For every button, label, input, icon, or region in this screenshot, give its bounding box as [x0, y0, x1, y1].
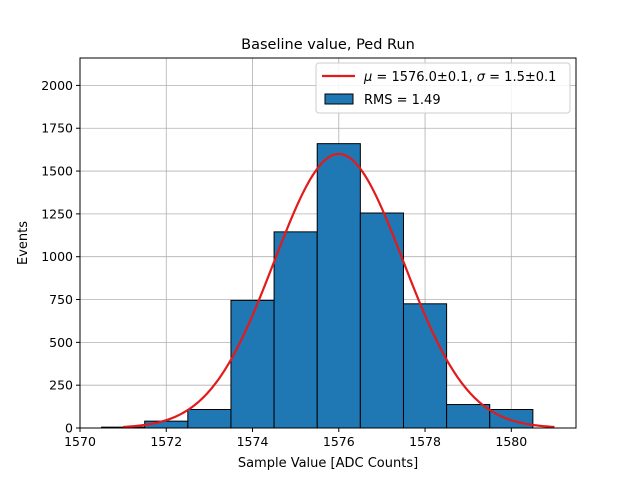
legend-box: [315, 62, 571, 114]
legend-mu-symbol: μ: [363, 70, 372, 85]
x-tick-label: 1578: [409, 434, 441, 449]
y-tick-label: 1000: [41, 249, 73, 264]
y-tick-label: 1750: [41, 121, 73, 136]
legend-histogram-swatch: [324, 93, 354, 105]
y-tick-label: 750: [49, 292, 73, 307]
legend-histogram-label: RMS = 1.49: [364, 93, 441, 108]
x-tick-label: 1570: [64, 434, 96, 449]
histogram-bar: [316, 143, 361, 429]
legend-sigma-value: = 1.5±0.1: [485, 70, 556, 85]
fit-curve-layer: [123, 152, 555, 429]
x-tick-label: 1576: [323, 434, 355, 449]
histogram-bar: [402, 303, 448, 429]
legend: μ = 1576.0±0.1, σ = 1.5±0.1 RMS = 1.49: [315, 62, 571, 114]
y-tick-label: 2000: [41, 78, 73, 93]
x-tick-label: 1574: [237, 434, 269, 449]
y-tick-label: 1500: [41, 164, 73, 179]
y-axis-ticks: 0 250 500 750 1000 1250 1500 1750 2000: [41, 78, 80, 436]
x-axis-ticks: 1570 1572 1574 1576 1578 1580: [64, 428, 527, 449]
histogram-bars: [101, 143, 534, 429]
x-tick-label: 1572: [150, 434, 182, 449]
legend-mu-value: = 1576.0±0.1,: [372, 70, 476, 85]
plot-frame: [79, 57, 577, 429]
histogram-bar: [446, 404, 491, 429]
y-tick-label: 0: [65, 421, 73, 436]
x-tick-label: 1580: [495, 434, 527, 449]
histogram-bar: [187, 409, 232, 429]
gaussian-fit-curve: [123, 152, 555, 429]
histogram-bar: [489, 409, 534, 429]
x-axis-label: Sample Value [ADC Counts]: [238, 456, 418, 471]
y-axis-label: Events: [16, 221, 31, 265]
legend-sigma-symbol: σ: [477, 70, 486, 85]
histogram-bar: [273, 231, 318, 429]
chart-title: Baseline value, Ped Run: [241, 37, 415, 53]
histogram-bar: [230, 299, 275, 429]
legend-fit-label: μ = 1576.0±0.1, σ = 1.5±0.1: [363, 70, 556, 85]
y-tick-label: 1250: [41, 206, 73, 221]
y-tick-label: 250: [49, 378, 73, 393]
y-tick-label: 500: [49, 335, 73, 350]
